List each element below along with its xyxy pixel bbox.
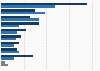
Bar <box>1 9 36 12</box>
Bar <box>1 12 45 14</box>
Bar <box>1 5 55 8</box>
Bar <box>1 35 21 38</box>
Bar <box>1 44 14 47</box>
Bar <box>1 25 19 27</box>
Bar <box>1 57 14 60</box>
Bar <box>1 38 15 40</box>
Bar <box>1 64 8 66</box>
Bar <box>1 55 33 57</box>
Bar <box>1 51 19 53</box>
Bar <box>1 48 17 51</box>
Bar <box>1 3 87 5</box>
Bar <box>1 29 26 31</box>
Bar <box>1 31 17 34</box>
Bar <box>1 16 30 18</box>
Bar <box>1 61 5 64</box>
Bar <box>1 22 39 25</box>
Bar <box>1 42 19 44</box>
Bar <box>1 18 39 21</box>
